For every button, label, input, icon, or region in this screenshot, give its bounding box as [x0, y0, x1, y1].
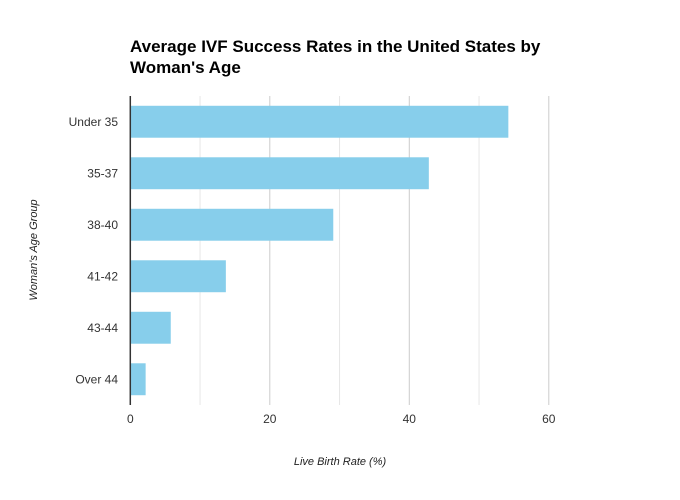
x-tick-label: 20: [263, 412, 277, 426]
x-tick-label: 60: [542, 412, 556, 426]
y-tick-label: Under 35: [69, 115, 119, 129]
x-tick-label: 40: [403, 412, 417, 426]
x-tick-label: 0: [127, 412, 134, 426]
y-tick-label: 35-37: [87, 166, 118, 180]
y-tick-label: 43-44: [87, 321, 118, 335]
x-axis-label: Live Birth Rate (%): [293, 456, 387, 468]
chart-title: Average IVF Success Rates in the United …: [130, 37, 541, 77]
y-tick-label: 41-42: [87, 269, 118, 283]
bar-35-37: [130, 157, 429, 190]
bar-over-44: [130, 363, 146, 396]
y-tick-label: 38-40: [87, 218, 118, 232]
bar-38-40: [130, 208, 334, 241]
bar-43-44: [130, 311, 171, 344]
y-tick-label: Over 44: [75, 372, 118, 386]
bar-41-42: [130, 260, 226, 293]
bar-under-35: [130, 105, 509, 138]
